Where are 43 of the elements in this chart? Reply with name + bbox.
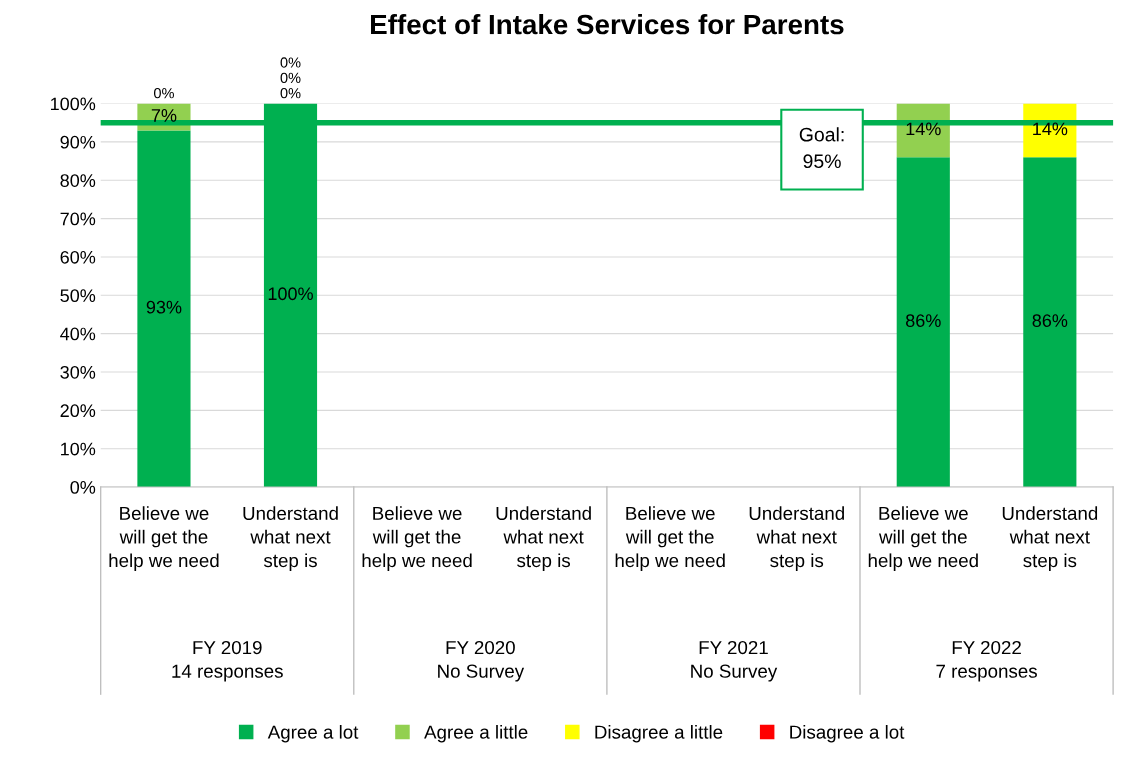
x-tick-label: Believe we will get the help we need: [615, 506, 725, 571]
data-label: 93%: [146, 300, 182, 314]
y-tick-label: 40%: [60, 327, 96, 341]
y-tick-label: 30%: [60, 365, 96, 379]
y-tick-label: 70%: [60, 212, 96, 226]
data-label: 100%: [268, 287, 313, 301]
x-tick-label: Understand what next step is: [496, 506, 591, 571]
data-label: 86%: [1032, 314, 1068, 327]
y-tick-label: 20%: [60, 404, 96, 418]
text: FY 2020 No Survey: [438, 640, 525, 682]
y-tick-label: 60%: [60, 250, 96, 264]
legend-label: Agree a little: [424, 724, 528, 743]
text: FY 2022 7 responses: [936, 640, 1037, 682]
x-tick-label: Believe we will get the help we need: [868, 506, 978, 571]
ref-line-label: Goal: 95%: [799, 127, 844, 169]
bar: [137, 130, 191, 488]
text: FY 2021 No Survey: [691, 640, 778, 682]
data-label: 14%: [906, 122, 941, 136]
data-label: 14%: [1033, 122, 1068, 136]
legend-label: Agree a lot: [267, 724, 359, 743]
legend-label: Disagree a little: [595, 724, 723, 743]
data-label: 7%: [151, 109, 177, 122]
text: FY 2019 14 responses: [172, 640, 283, 682]
chart-title: Effect of Intake Services for Parents: [371, 13, 844, 35]
y-tick-label: 50%: [60, 289, 96, 303]
x-tick-label: Understand what next step is: [1002, 506, 1098, 571]
data-label: 86%: [906, 314, 941, 327]
x-tick-label: Believe we will get the help we need: [109, 506, 219, 571]
y-tick-label: 90%: [60, 135, 96, 149]
x-tick-label: Understand what next step is: [749, 506, 844, 571]
y-tick-label: 80%: [60, 174, 96, 187]
legend-label: Disagree a lot: [790, 724, 905, 743]
bar: [1023, 157, 1077, 488]
y-tick-label: 10%: [61, 442, 96, 456]
data-label: 0%: [280, 88, 301, 99]
data-label: 0%: [280, 72, 301, 84]
bar: [896, 157, 950, 488]
data-label: 0%: [153, 88, 174, 99]
data-label: 0%: [280, 57, 301, 68]
y-tick-label: 100%: [51, 97, 96, 111]
x-tick-label: Believe we will get the help we need: [362, 506, 472, 571]
y-tick-label: 0%: [70, 480, 96, 494]
x-tick-label: Understand what next step is: [243, 506, 338, 571]
